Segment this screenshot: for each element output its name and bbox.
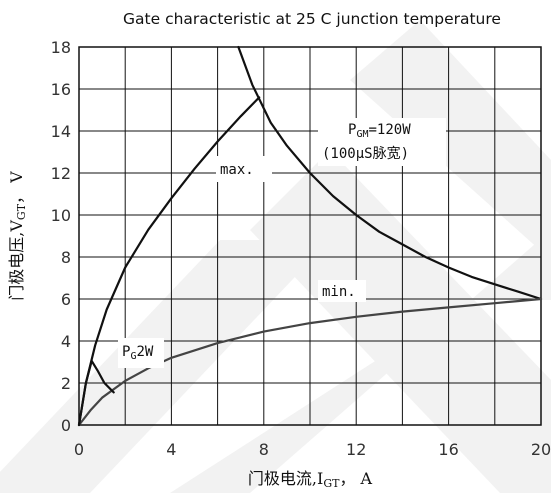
- pgm-label-bg: [318, 118, 446, 166]
- y-tick-label: 2: [61, 374, 71, 393]
- watermark: [0, 20, 551, 493]
- pg-label-bg: [118, 338, 164, 368]
- x-tick-label: 4: [166, 440, 176, 459]
- x-axis-label: 门极电流,IGT， A: [248, 469, 373, 490]
- series-curve-0: [77, 96, 261, 427]
- x-tick-label: 16: [438, 440, 458, 459]
- y-tick-label: 4: [61, 332, 71, 351]
- max-label: max.: [220, 162, 254, 178]
- y-tick-label: 8: [61, 248, 71, 267]
- y-axis-label-sub: GT: [15, 203, 28, 220]
- pgm-label-main: P: [348, 122, 356, 138]
- plot-frame: [78, 46, 542, 426]
- min-label-bg: [318, 280, 366, 302]
- x-axis-label-suffix: ， A: [339, 469, 372, 488]
- pgm-note: (100μS脉宽): [322, 145, 409, 162]
- x-tick-label: 8: [259, 440, 269, 459]
- chart-title: Gate characteristic at 25 C junction tem…: [123, 10, 501, 28]
- y-tick-label: 18: [51, 38, 71, 57]
- x-tick-label: 12: [346, 440, 366, 459]
- x-tick-labels: 0 4 8 12 16 20: [74, 440, 551, 459]
- pgm-label-rest: =120W: [368, 122, 411, 138]
- min-label: min.: [322, 284, 356, 300]
- pg-label-main: P: [122, 344, 130, 360]
- y-axis-label-prefix: 门极电压,V: [7, 220, 26, 301]
- y-axis-label-suffix: ， V: [7, 171, 26, 204]
- pgm-label-sub: GM: [356, 129, 368, 140]
- y-tick-label: 6: [61, 290, 71, 309]
- x-axis-label-sub: GT: [323, 477, 340, 490]
- x-tick-label: 0: [74, 440, 84, 459]
- y-axis-label: 门极电压,VGT， V: [7, 171, 28, 301]
- pg-label: PG2W: [122, 344, 154, 362]
- y-tick-label: 12: [51, 164, 71, 183]
- y-tick-label: 16: [51, 80, 71, 99]
- y-tick-labels: 0 2 4 6 8 10 12 14 16 18: [51, 38, 71, 435]
- series-curve-2: [77, 297, 543, 427]
- curves: [77, 45, 543, 427]
- x-axis-label-prefix: 门极电流,I: [248, 469, 323, 488]
- series-curve-1: [237, 45, 543, 301]
- x-tick-label: 20: [531, 440, 551, 459]
- y-tick-label: 0: [61, 416, 71, 435]
- pg-label-rest: 2W: [136, 344, 153, 360]
- max-label-bg: [216, 156, 272, 182]
- pgm-label: PGM=120W: [348, 122, 411, 140]
- pg-label-sub: G: [130, 351, 136, 362]
- series-curve-3: [77, 359, 115, 427]
- y-tick-label: 10: [51, 206, 71, 225]
- y-tick-label: 14: [51, 122, 71, 141]
